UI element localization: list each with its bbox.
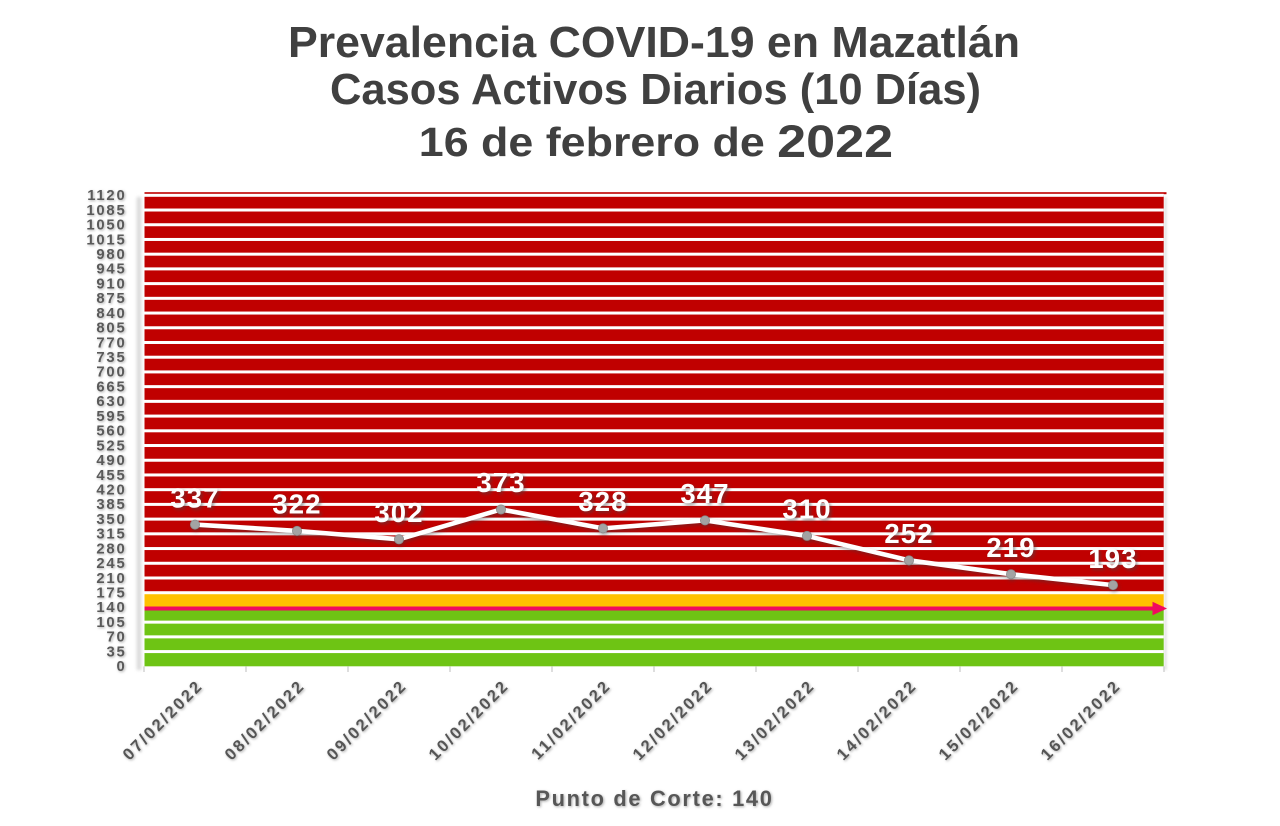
svg-text:Punto de Corte: 140: Punto de Corte: 140 xyxy=(535,786,773,811)
svg-text:1085: 1085 xyxy=(86,203,126,219)
svg-text:665: 665 xyxy=(96,379,126,395)
svg-text:875: 875 xyxy=(96,291,126,307)
svg-text:525: 525 xyxy=(96,438,126,454)
svg-text:Casos Activos Diarios (10 Días: Casos Activos Diarios (10 Días) xyxy=(330,66,981,114)
svg-text:219: 219 xyxy=(986,532,1035,563)
svg-text:840: 840 xyxy=(96,306,126,322)
svg-text:16 de febrero de: 16 de febrero de xyxy=(419,119,765,165)
svg-text:385: 385 xyxy=(96,497,126,513)
svg-text:302: 302 xyxy=(374,497,423,528)
svg-text:328: 328 xyxy=(578,486,627,517)
svg-text:315: 315 xyxy=(96,527,126,543)
svg-text:310: 310 xyxy=(782,494,831,525)
svg-text:70: 70 xyxy=(106,630,126,646)
svg-text:1050: 1050 xyxy=(86,218,126,234)
svg-text:350: 350 xyxy=(96,512,126,528)
svg-text:630: 630 xyxy=(96,394,126,410)
svg-text:910: 910 xyxy=(96,276,126,292)
svg-text:770: 770 xyxy=(96,335,126,351)
svg-text:373: 373 xyxy=(476,467,525,498)
svg-text:735: 735 xyxy=(96,350,126,366)
svg-text:595: 595 xyxy=(96,409,126,425)
svg-text:322: 322 xyxy=(272,489,321,520)
svg-text:105: 105 xyxy=(96,615,126,631)
svg-text:945: 945 xyxy=(96,262,126,278)
svg-text:252: 252 xyxy=(884,518,933,549)
svg-text:347: 347 xyxy=(680,478,729,509)
svg-text:700: 700 xyxy=(96,365,126,381)
svg-text:805: 805 xyxy=(96,321,126,337)
svg-text:560: 560 xyxy=(96,424,126,440)
svg-text:1015: 1015 xyxy=(86,232,126,248)
svg-text:175: 175 xyxy=(96,586,126,602)
svg-text:140: 140 xyxy=(96,600,126,616)
svg-text:245: 245 xyxy=(96,556,126,572)
svg-text:210: 210 xyxy=(96,571,126,587)
svg-text:193: 193 xyxy=(1088,543,1137,574)
svg-text:35: 35 xyxy=(106,644,126,660)
svg-text:980: 980 xyxy=(96,247,126,263)
svg-text:420: 420 xyxy=(96,482,126,498)
svg-text:1120: 1120 xyxy=(87,188,126,204)
svg-text:337: 337 xyxy=(170,482,219,513)
svg-text:490: 490 xyxy=(96,453,126,469)
svg-text:2022: 2022 xyxy=(777,116,893,167)
svg-text:455: 455 xyxy=(96,468,126,484)
svg-text:0: 0 xyxy=(116,659,126,675)
svg-text:Prevalencia COVID-19 en Mazatl: Prevalencia COVID-19 en Mazatlán xyxy=(288,19,1020,67)
svg-text:280: 280 xyxy=(96,541,126,557)
